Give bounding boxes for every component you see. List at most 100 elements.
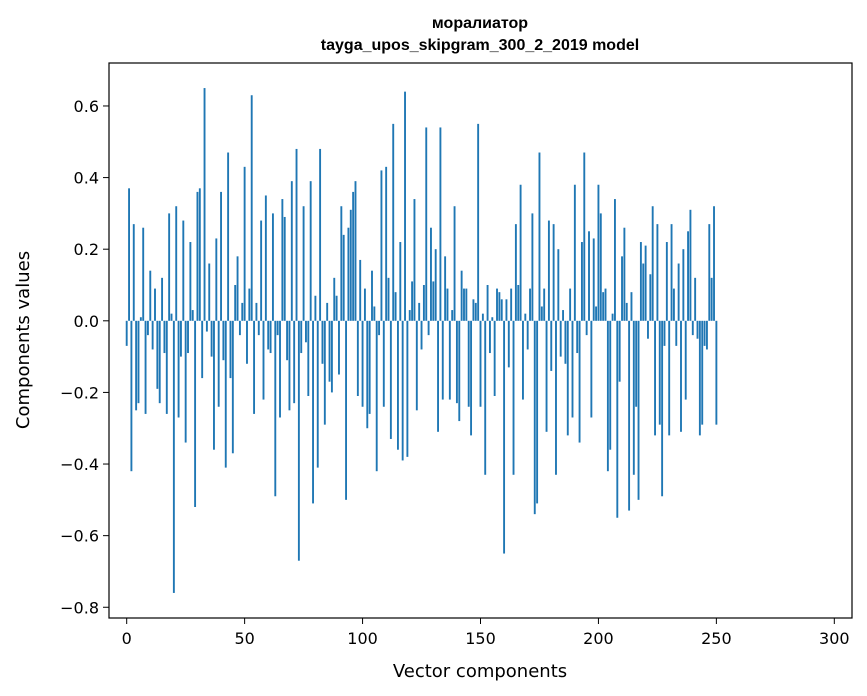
bar-component-161 [505, 299, 508, 321]
bar-component-12 [154, 288, 156, 321]
bar-component-49 [241, 302, 244, 321]
bar-component-84 [323, 320, 326, 425]
bar-component-112 [389, 320, 392, 439]
bar-component-129 [430, 227, 432, 321]
bar-component-222 [649, 274, 652, 321]
bar-component-224 [654, 320, 656, 436]
bar-component-39 [217, 320, 220, 407]
bar-component-99 [359, 259, 362, 321]
bar-component-167 [519, 184, 522, 321]
bar-component-34 [205, 320, 208, 332]
bar-component-130 [432, 281, 435, 321]
x-tick-label: 250 [701, 629, 732, 648]
bar-component-32 [201, 320, 204, 379]
bar-component-188 [569, 288, 572, 321]
bar-component-226 [658, 320, 661, 425]
bar-component-45 [231, 320, 234, 454]
bar-component-6 [139, 317, 142, 321]
bar-component-46 [234, 285, 237, 321]
bar-component-88 [333, 277, 336, 321]
bar-component-5 [137, 320, 140, 404]
chart-subtitle: tayga_upos_skipgram_300_2_2019 model [321, 37, 639, 54]
bar-component-111 [387, 277, 390, 321]
bar-component-95 [349, 209, 352, 321]
bar-component-82 [319, 148, 322, 321]
bar-component-43 [227, 152, 230, 321]
bar-component-175 [538, 152, 541, 321]
bar-component-52 [248, 288, 251, 321]
bar-component-151 [481, 313, 484, 321]
bar-component-80 [314, 295, 317, 321]
bar-component-85 [326, 302, 329, 321]
bar-component-154 [488, 320, 491, 354]
bar-component-106 [375, 320, 378, 472]
y-axis-ticks: −0.8 −0.6 −0.4 −0.2 0.0 0.2 0.4 0.6 [60, 97, 109, 617]
bar-component-158 [498, 292, 501, 321]
bar-component-69 [288, 320, 291, 411]
bar-component-202 [602, 292, 605, 321]
bar-component-10 [149, 270, 152, 321]
bar-component-234 [677, 263, 680, 321]
bar-component-100 [361, 320, 364, 407]
bar-component-237 [684, 320, 687, 400]
bar-component-142 [460, 270, 463, 321]
bar-component-246 [705, 320, 708, 350]
bar-component-77 [307, 320, 310, 396]
bar-component-55 [255, 302, 258, 321]
bar-component-51 [246, 320, 248, 364]
bar-component-41 [222, 320, 225, 361]
bar-component-121 [411, 281, 414, 321]
bar-component-190 [573, 184, 576, 321]
y-tick-label: −0.2 [60, 383, 99, 402]
bar-component-54 [253, 320, 256, 414]
bar-component-249 [713, 206, 715, 321]
bar-component-83 [321, 320, 324, 364]
bar-component-20 [172, 320, 175, 593]
y-tick-label: 0.4 [74, 169, 99, 188]
bar-component-104 [371, 270, 373, 321]
bar-component-56 [257, 320, 260, 336]
bar-component-89 [335, 295, 338, 321]
bar-component-24 [182, 220, 185, 321]
bar-component-173 [533, 320, 536, 515]
bar-component-31 [198, 188, 201, 321]
bar-component-148 [474, 302, 477, 321]
bar-component-169 [524, 313, 527, 321]
bar-component-135 [444, 256, 447, 321]
bar-component-21 [175, 206, 178, 321]
bar-component-93 [345, 320, 347, 500]
bar-component-197 [590, 320, 593, 418]
bar-component-22 [177, 320, 180, 418]
bar-component-181 [552, 224, 555, 321]
bar-component-117 [401, 320, 404, 461]
bar-component-220 [644, 245, 647, 321]
bar-component-156 [493, 320, 496, 396]
bar-component-203 [604, 288, 607, 321]
bar-component-115 [397, 320, 399, 450]
bar-component-30 [196, 191, 199, 321]
bar-component-102 [366, 320, 369, 429]
bar-component-139 [453, 206, 456, 321]
bar-component-97 [354, 181, 357, 321]
bar-component-138 [451, 310, 454, 321]
bar-component-195 [585, 320, 588, 336]
bar-component-200 [597, 184, 600, 321]
bar-component-103 [368, 320, 371, 414]
bar-component-14 [158, 320, 161, 404]
bar-component-114 [394, 292, 397, 321]
bar-component-171 [529, 288, 531, 321]
bar-component-1 [128, 188, 130, 321]
x-tick-label: 0 [122, 629, 132, 648]
bar-component-250 [715, 320, 718, 425]
bar-component-182 [555, 320, 557, 475]
bar-component-25 [184, 320, 187, 443]
bar-component-33 [203, 88, 206, 321]
y-tick-label: 0.6 [74, 97, 99, 116]
bar-component-116 [399, 242, 402, 321]
bar-component-160 [503, 320, 506, 554]
bar-component-248 [710, 277, 713, 321]
y-tick-label: 0.2 [74, 240, 99, 259]
bar-component-179 [547, 220, 550, 321]
